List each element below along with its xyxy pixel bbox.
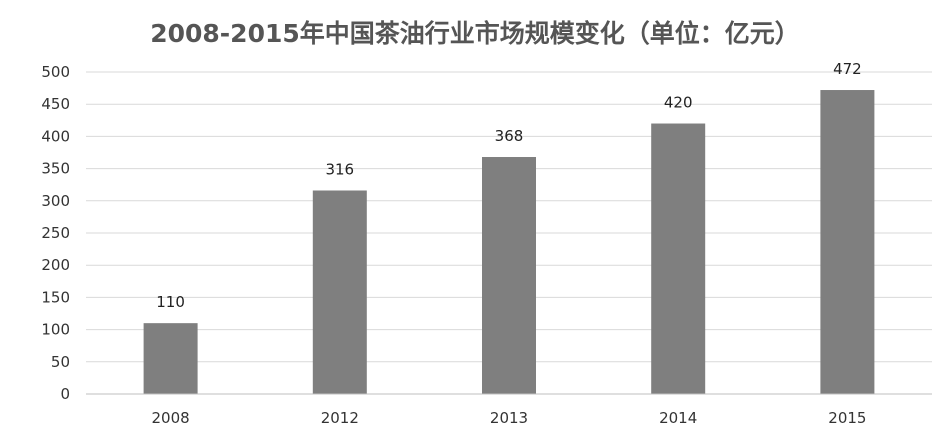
x-tick-label-2014: 2014	[659, 409, 697, 427]
data-labels: 110 316 368 420 472	[156, 60, 861, 311]
data-label-2012: 316	[325, 160, 354, 178]
y-tick-label: 100	[41, 321, 70, 339]
chart-title: 2008-2015年中国茶油行业市场规模变化（单位：亿元）	[150, 19, 800, 48]
y-tick-label: 500	[41, 63, 70, 81]
y-tick-label: 300	[41, 192, 70, 210]
y-tick-label: 0	[60, 385, 70, 403]
data-label-2015: 472	[833, 60, 862, 78]
y-tick-label: 200	[41, 256, 70, 274]
bar-2008	[143, 323, 198, 394]
y-tick-label: 450	[41, 95, 70, 113]
x-tick-label-2012: 2012	[321, 409, 359, 427]
bar-2014	[651, 123, 706, 395]
y-tick-label: 400	[41, 127, 70, 145]
y-tick-label: 350	[41, 160, 70, 178]
bars	[143, 90, 875, 395]
y-tick-label: 150	[41, 288, 70, 306]
data-label-2013: 368	[495, 127, 524, 145]
x-tick-label-2013: 2013	[490, 409, 528, 427]
y-axis: 0 50 100 150 200 250 300 350 400 450 500	[41, 63, 70, 403]
y-tick-label: 250	[41, 224, 70, 242]
x-axis: 2008 2012 2013 2014 2015	[86, 393, 932, 427]
x-tick-label-2008: 2008	[152, 409, 190, 427]
x-tick-label-2015: 2015	[828, 409, 866, 427]
data-label-2014: 420	[664, 94, 693, 112]
bar-2013	[482, 157, 536, 394]
y-tick-label: 50	[51, 353, 70, 371]
bar-2012	[312, 190, 367, 394]
data-label-2008: 110	[156, 293, 185, 311]
bar-2015	[820, 90, 875, 395]
